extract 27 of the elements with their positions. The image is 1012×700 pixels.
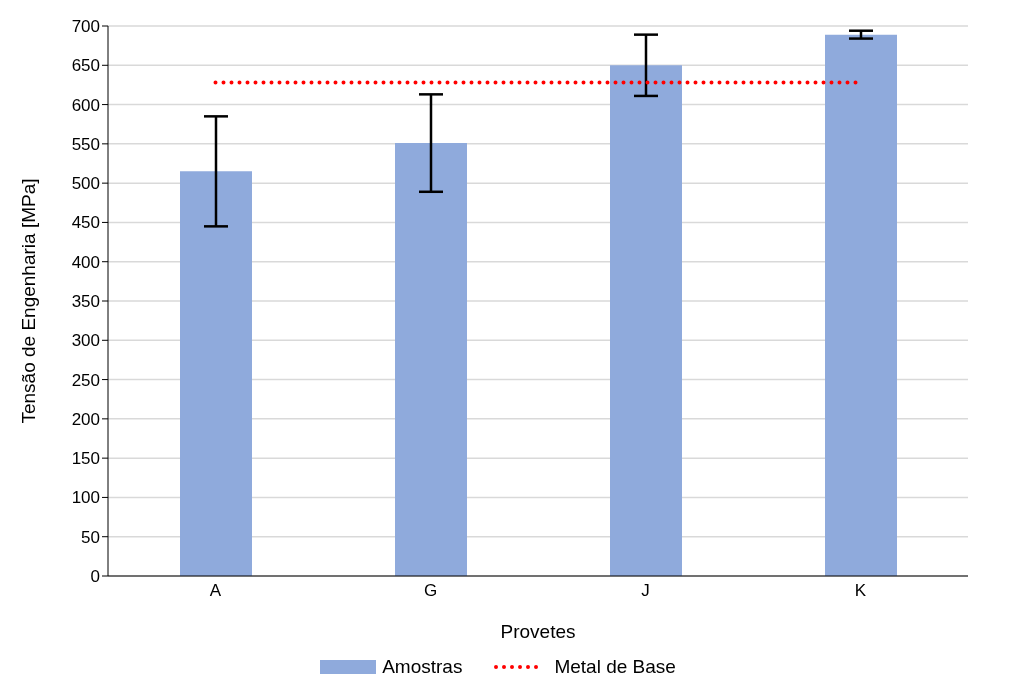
y-tick-label: 200: [71, 409, 100, 429]
y-tick-label: 100: [71, 488, 100, 508]
y-tick-label: 550: [71, 134, 100, 154]
legend-label: Metal de Base: [554, 656, 676, 678]
bar: [610, 65, 682, 576]
y-tick-label: 250: [71, 370, 100, 390]
x-tick-label: A: [209, 581, 222, 601]
y-tick-label: 500: [71, 174, 100, 194]
x-tick-label: G: [423, 581, 438, 601]
y-tick-label: 350: [71, 292, 100, 312]
y-tick-label: 300: [71, 331, 100, 351]
y-tick-label: 400: [71, 252, 100, 272]
y-tick-label: 600: [71, 95, 100, 115]
y-tick-label: 650: [71, 56, 100, 76]
y-tick-label: 0: [90, 567, 100, 587]
y-axis-title: Tensão de Engenharia [MPa]: [17, 178, 39, 424]
bar: [395, 143, 467, 576]
y-tick-label: 150: [71, 449, 100, 469]
x-tick-label: J: [641, 581, 650, 601]
y-tick-label: 50: [81, 527, 100, 547]
y-tick-label: 450: [71, 213, 100, 233]
y-tick-label: 700: [71, 17, 100, 37]
legend-label: Amostras: [382, 656, 463, 678]
bar: [180, 171, 252, 576]
x-tick-label: K: [854, 581, 867, 601]
bar: [825, 34, 897, 576]
x-axis-title: Provetes: [500, 621, 576, 642]
